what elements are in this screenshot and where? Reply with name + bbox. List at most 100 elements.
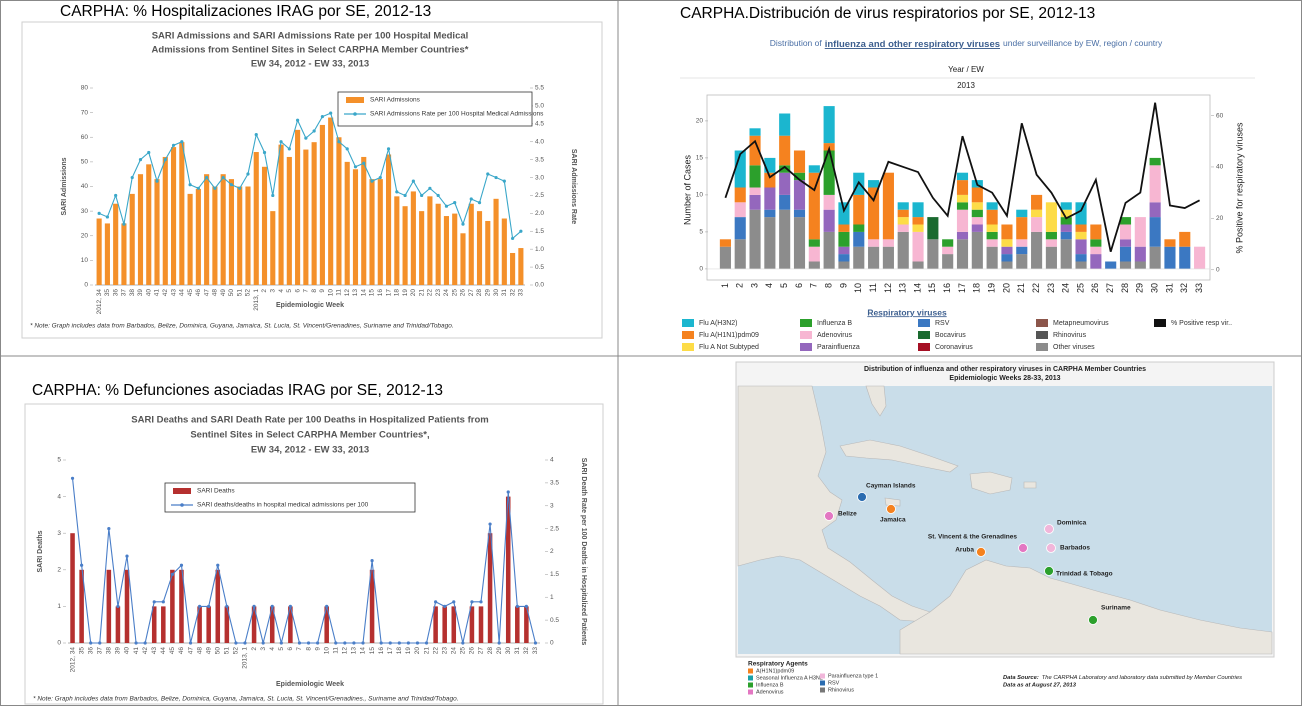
x-axis-label: Epidemiologic Week bbox=[276, 681, 344, 688]
legend-swatch[interactable] bbox=[1036, 343, 1048, 351]
y2-tick-label: 2.5 bbox=[550, 525, 559, 532]
x-tick-label: 17 bbox=[387, 647, 394, 655]
x-tick-label: 51 bbox=[236, 289, 243, 297]
bar-segment bbox=[897, 217, 909, 225]
line-marker bbox=[287, 147, 291, 151]
legend-label[interactable]: Rhinovirus bbox=[1053, 332, 1087, 339]
y2-tick-label: 2 bbox=[550, 548, 554, 555]
legend-label[interactable]: Other viruses bbox=[1053, 344, 1095, 351]
legend-swatch[interactable] bbox=[1036, 319, 1048, 327]
map-marker[interactable] bbox=[857, 492, 867, 502]
map-legend-label: Influenza B bbox=[756, 682, 784, 688]
bar bbox=[129, 193, 135, 285]
legend-swatch[interactable] bbox=[682, 331, 694, 339]
map-marker[interactable] bbox=[976, 547, 986, 557]
legend-label[interactable]: Bocavirus bbox=[935, 332, 966, 339]
line-marker bbox=[98, 641, 102, 645]
y2-tick-label: 0.5 bbox=[535, 264, 544, 271]
map-marker[interactable] bbox=[1044, 524, 1054, 534]
bar bbox=[96, 218, 102, 285]
x-tick-label: 4 bbox=[269, 647, 276, 651]
bar bbox=[179, 569, 184, 643]
line-marker bbox=[288, 604, 292, 609]
legend-swatch[interactable] bbox=[800, 319, 812, 327]
bar-segment bbox=[779, 135, 791, 166]
legend-label[interactable]: Parainfluenza bbox=[817, 344, 860, 351]
legend-label[interactable]: Adenovirus bbox=[817, 332, 853, 339]
bar-segment bbox=[1134, 261, 1146, 269]
map-legend-swatch bbox=[820, 680, 825, 686]
line-marker bbox=[524, 604, 528, 609]
line-marker bbox=[89, 641, 93, 645]
legend-label[interactable]: Influenza B bbox=[817, 320, 852, 327]
x-tick-label: 25 bbox=[1075, 283, 1085, 293]
bar-segment bbox=[1016, 246, 1028, 255]
line-marker bbox=[297, 641, 302, 645]
legend-swatch[interactable] bbox=[1036, 331, 1048, 339]
legend-label[interactable]: % Positive resp vir.. bbox=[1171, 320, 1232, 327]
legend-swatch[interactable] bbox=[1154, 319, 1166, 327]
bar bbox=[476, 211, 483, 285]
legend-swatch[interactable] bbox=[800, 343, 812, 351]
bar-segment bbox=[868, 180, 880, 188]
bar-segment bbox=[1134, 246, 1146, 262]
bar bbox=[288, 606, 293, 643]
map-marker[interactable] bbox=[886, 504, 896, 514]
bar bbox=[501, 218, 507, 285]
legend-box bbox=[164, 482, 416, 513]
bar bbox=[137, 174, 144, 285]
legend-swatch[interactable] bbox=[800, 331, 812, 339]
line-marker bbox=[443, 604, 447, 609]
bar-segment bbox=[823, 150, 835, 195]
map-place-label: Trinidad & Tobago bbox=[1056, 571, 1113, 578]
legend-box bbox=[337, 91, 533, 127]
map-legend-swatch bbox=[748, 689, 753, 695]
x-tick-label: 36 bbox=[112, 289, 119, 297]
legend-label[interactable]: Flu A(H1N1)pdm09 bbox=[699, 332, 759, 339]
y-tick-label: 60 bbox=[81, 134, 89, 141]
bar-segment bbox=[1119, 261, 1132, 269]
filter-value[interactable]: 2013 bbox=[957, 81, 975, 90]
map-marker[interactable] bbox=[1088, 615, 1098, 625]
legend-label[interactable]: Metapneumovirus bbox=[1053, 320, 1109, 327]
subtitle-link[interactable]: influenza and other respiratory viruses bbox=[825, 39, 1000, 50]
legend-swatch[interactable] bbox=[682, 319, 694, 327]
bar bbox=[215, 569, 221, 643]
bar bbox=[419, 211, 425, 285]
bar bbox=[515, 606, 520, 643]
x-tick-label: 24 bbox=[450, 647, 457, 655]
legend-label[interactable]: Flu A(H3N2) bbox=[699, 320, 738, 327]
legend-label[interactable]: Coronavirus bbox=[935, 344, 973, 351]
map-marker[interactable] bbox=[824, 511, 834, 521]
x-tick-label: 46 bbox=[178, 647, 185, 655]
map-marker[interactable] bbox=[1044, 566, 1054, 576]
line-marker bbox=[461, 222, 465, 226]
map-legend-swatch bbox=[820, 687, 825, 693]
bar-segment bbox=[1119, 217, 1132, 225]
line-marker bbox=[122, 222, 126, 226]
bar-segment bbox=[1090, 254, 1102, 269]
bar-segment bbox=[956, 180, 969, 195]
bar-segment bbox=[1001, 254, 1013, 262]
bar bbox=[311, 142, 317, 285]
legend-swatch[interactable] bbox=[918, 343, 930, 351]
bar-segment bbox=[1149, 165, 1161, 203]
legend-swatch[interactable] bbox=[918, 319, 930, 327]
land bbox=[865, 385, 887, 417]
legend-swatch[interactable] bbox=[682, 343, 694, 351]
x-tick-label: 12 bbox=[883, 283, 893, 293]
bar-segment bbox=[1001, 239, 1013, 247]
legend-swatch[interactable] bbox=[918, 331, 930, 339]
bar-segment bbox=[882, 172, 894, 240]
bar bbox=[303, 149, 309, 285]
line-marker bbox=[353, 165, 358, 169]
x-tick-label: 15 bbox=[369, 289, 376, 297]
x-tick-label: 12 bbox=[342, 647, 349, 655]
y-tick-label: 10 bbox=[696, 192, 704, 199]
legend-label[interactable]: RSV bbox=[935, 320, 950, 327]
map-marker[interactable] bbox=[1018, 543, 1028, 553]
legend-label[interactable]: Flu A Not Subtyped bbox=[699, 344, 759, 351]
map-marker[interactable] bbox=[1046, 543, 1056, 553]
x-tick-label: 26 bbox=[460, 289, 467, 297]
